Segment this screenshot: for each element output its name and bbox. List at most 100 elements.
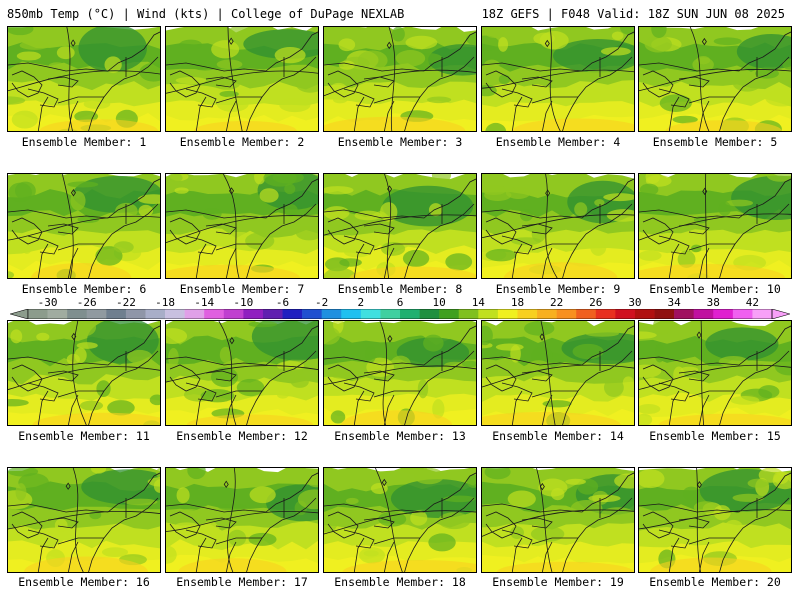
colorbar-segment (125, 309, 146, 319)
colorbar-tick-label: 30 (628, 296, 642, 309)
colorbar-tick-label: -26 (76, 296, 97, 309)
member-label: Ensemble Member: 9 (495, 282, 621, 296)
member-map (165, 26, 319, 132)
member-map (638, 26, 792, 132)
colorbar-tick-label: 6 (396, 296, 404, 309)
member-map (481, 467, 635, 573)
colorbar-scale (10, 309, 790, 319)
member-label: Ensemble Member: 5 (652, 135, 778, 149)
colorbar-segment (223, 309, 244, 319)
colorbar-segment (400, 309, 420, 319)
member-map (7, 26, 161, 132)
colorbar-segment (380, 309, 401, 319)
colorbar-segment (693, 309, 714, 319)
colorbar-tick-labels: -30 -26 -22 -18 -14 -10 -6 -2 2 6 10 14 18 22 26 30 34 38… (10, 296, 790, 309)
member-map (481, 320, 635, 426)
title-bar: 850mb Temp (°C) | Wind (kts) | College o… (0, 0, 800, 24)
colorbar-segment (595, 309, 616, 319)
member-label: Ensemble Member: 3 (337, 135, 463, 149)
member-map (7, 173, 161, 279)
colorbar-segment (360, 309, 381, 319)
colorbar-tick-label: -30 (37, 296, 58, 309)
colorbar-tick-label: 2 (357, 296, 365, 309)
member-label: Ensemble Member: 13 (334, 429, 466, 443)
member-label: Ensemble Member: 19 (492, 575, 624, 589)
colorbar-segment (204, 309, 225, 319)
member-label: Ensemble Member: 20 (649, 575, 781, 589)
member-label: Ensemble Member: 11 (18, 429, 150, 443)
temperature-colorbar: -30 -26 -22 -18 -14 -10 -6 -2 2 6 10 14 18 22 26 30 34 38… (10, 296, 790, 322)
member-map (323, 173, 477, 279)
member-label: Ensemble Member: 1 (21, 135, 147, 149)
member-label: Ensemble Member: 12 (176, 429, 308, 443)
member-map (638, 320, 792, 426)
colorbar-segment (67, 309, 88, 319)
colorbar-segment (302, 309, 322, 319)
colorbar-tick-label: 42 (745, 296, 760, 309)
colorbar-max-arrow (771, 309, 790, 319)
colorbar-segment (732, 309, 753, 319)
member-label: Ensemble Member: 4 (495, 135, 621, 149)
colorbar-tick-label: -10 (233, 296, 254, 309)
colorbar-segment (439, 309, 460, 319)
colorbar-segment (341, 309, 362, 319)
colorbar-segment (282, 309, 303, 319)
member-label: Ensemble Member: 17 (176, 575, 308, 589)
member-map (481, 173, 635, 279)
colorbar-segment (165, 309, 185, 319)
colorbar-tick-label: 14 (471, 296, 485, 309)
colorbar-tick-label: 10 (432, 296, 446, 309)
colorbar-segment (576, 309, 597, 319)
colorbar-segment (184, 309, 205, 319)
colorbar-segment (752, 309, 773, 319)
member-map (638, 467, 792, 573)
colorbar-segment (243, 309, 264, 319)
colorbar-segment (713, 309, 734, 319)
colorbar-segment (497, 309, 518, 319)
member-map (638, 173, 792, 279)
member-label: Ensemble Member: 10 (649, 282, 781, 296)
member-label: Ensemble Member: 16 (18, 575, 150, 589)
member-label: Ensemble Member: 2 (179, 135, 305, 149)
colorbar-segment (634, 309, 655, 319)
colorbar-segment (478, 309, 499, 319)
member-map (7, 320, 161, 426)
member-label: Ensemble Member: 8 (337, 282, 463, 296)
colorbar-segment (674, 309, 694, 319)
colorbar-segment (556, 309, 577, 319)
member-label: Ensemble Member: 14 (492, 429, 624, 443)
product-title: 850mb Temp (°C) | Wind (kts) | College o… (7, 7, 405, 21)
colorbar-tick-label: 18 (510, 296, 525, 309)
colorbar-segment (419, 309, 440, 319)
colorbar-segment (458, 309, 479, 319)
colorbar-segment (321, 309, 342, 319)
member-map (165, 467, 319, 573)
colorbar-segment (47, 309, 68, 319)
member-map (323, 467, 477, 573)
valid-time: 18Z GEFS | F048 Valid: 18Z SUN JUN 08 20… (481, 7, 785, 21)
member-map (323, 320, 477, 426)
colorbar-segment (654, 309, 675, 319)
colorbar-tick-label: 38 (706, 296, 720, 309)
colorbar-segment (537, 309, 557, 319)
member-label: Ensemble Member: 6 (21, 282, 147, 296)
colorbar-tick-label: -22 (115, 296, 136, 309)
colorbar-tick-label: -18 (155, 296, 175, 309)
member-map (7, 467, 161, 573)
colorbar-tick-label: -2 (315, 296, 329, 309)
colorbar-segment (106, 309, 127, 319)
colorbar-tick-label: 22 (550, 296, 564, 309)
colorbar-tick-label: 34 (667, 296, 681, 309)
colorbar-tick-label: 26 (589, 296, 603, 309)
colorbar-segment (262, 309, 283, 319)
member-map (323, 26, 477, 132)
member-map (165, 320, 319, 426)
member-label: Ensemble Member: 7 (179, 282, 305, 296)
colorbar-segment (615, 309, 636, 319)
colorbar-segment (28, 309, 48, 319)
colorbar-segment (145, 309, 166, 319)
member-map (481, 26, 635, 132)
member-label: Ensemble Member: 15 (649, 429, 781, 443)
member-label: Ensemble Member: 18 (334, 575, 466, 589)
